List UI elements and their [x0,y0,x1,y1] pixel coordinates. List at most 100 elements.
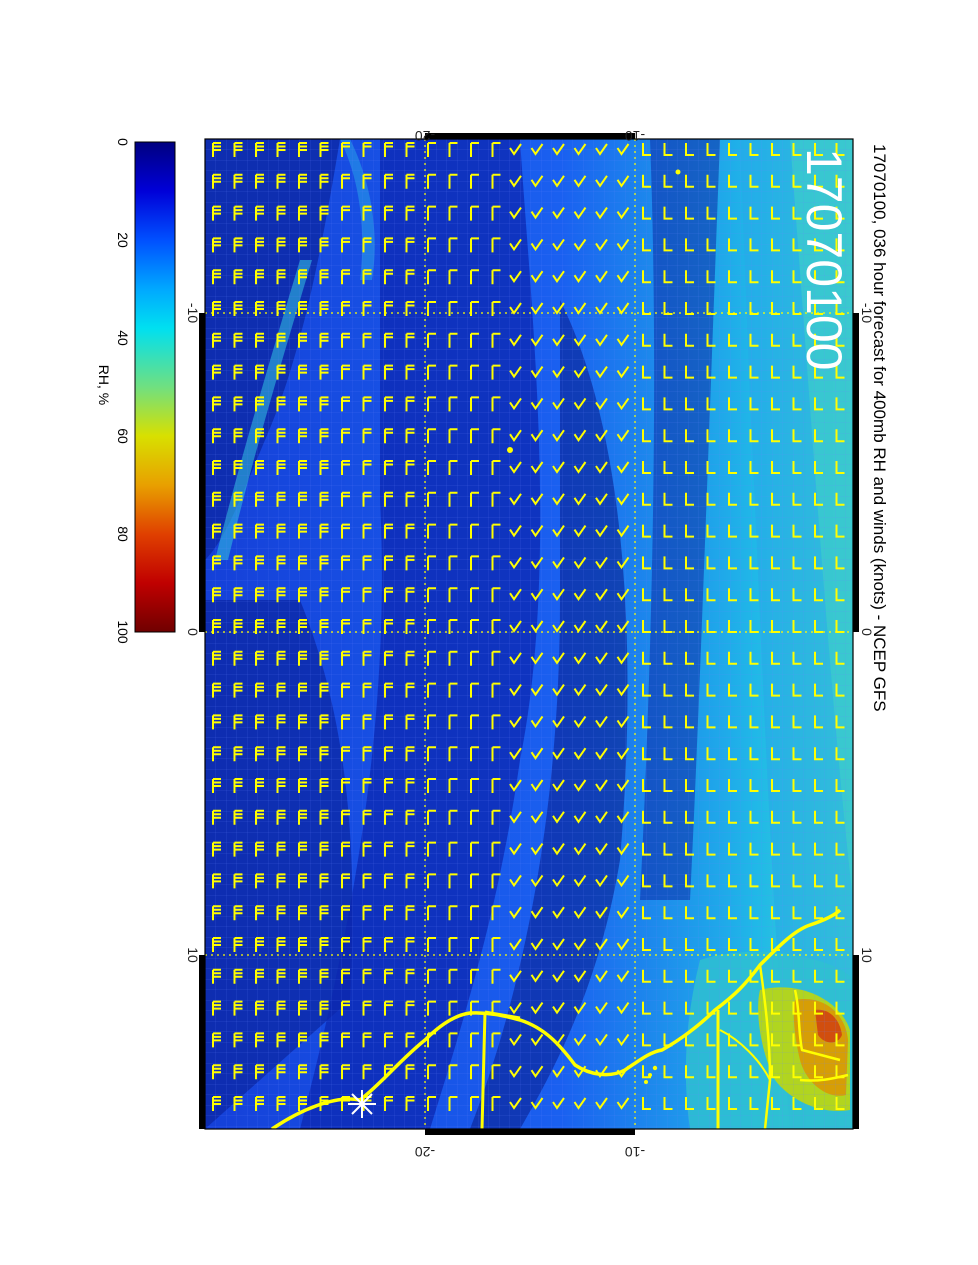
wind-barb [792,779,802,792]
right-tick-label: 10 [859,947,875,963]
wind-barb [595,906,608,919]
wind-barb [706,174,716,188]
wind-barb [427,491,436,507]
wind-barb [616,302,630,315]
wind-barb [319,905,329,921]
wind-barb [552,334,565,347]
wind-barb [814,874,823,888]
wind-barb [771,429,780,443]
wind-barb [233,396,243,412]
wind-barb [573,556,587,570]
wind-barb [552,397,565,411]
wind-barb [706,810,716,824]
wind-barb [362,619,372,634]
wind-barb [728,779,737,792]
wind-barb [835,779,845,792]
wind-barb [642,397,651,411]
wind-barb [663,779,673,792]
wind-barb [448,301,458,316]
wind-barb [470,555,479,571]
wind-barb [427,682,436,698]
wind-barb [233,968,243,984]
wind-barb [405,1000,415,1016]
wind-barb [530,620,544,633]
bottom-tick-label: -10 [625,1144,645,1160]
wind-barb [448,396,458,412]
wind-barb [814,1001,823,1015]
wind-barb [384,1096,393,1111]
wind-barb [642,556,651,570]
wind-barb [595,620,608,633]
wind-barb [233,841,243,857]
wind-barb [319,332,329,348]
wind-barb [276,205,286,221]
wind-barb [685,270,694,284]
wind-barb [685,683,694,697]
wind-barb [663,715,673,729]
colorbar-scale [134,141,176,633]
left-tick-label: 10 [185,947,201,963]
wind-barb [470,937,479,952]
wind-barb [319,619,329,634]
wind-barb [595,461,608,474]
wind-barb [298,905,307,921]
wind-barb [771,365,780,379]
wind-barb [427,269,436,285]
wind-barb [384,396,393,412]
wind-barb [427,142,436,157]
wind-barb [319,142,329,157]
wind-barb [552,429,565,442]
wind-barb [319,269,329,285]
bottom-tick-label: -20 [415,1144,435,1160]
wind-barb [509,556,522,570]
wind-barb [573,843,587,856]
wind-barb [341,491,350,507]
wind-barb [341,142,350,157]
wind-barb [792,397,802,411]
wind-barb [685,620,694,633]
wind-barb [595,270,608,283]
wind-barb [749,206,759,220]
wind-barb [814,333,823,347]
wind-barb [509,1033,522,1047]
wind-barb [792,524,802,538]
wind-barb [362,555,372,571]
wind-barb [642,1065,651,1079]
wind-barb [835,906,845,920]
wind-barb [595,302,608,315]
wind-barb [573,175,587,188]
wind-barb [530,175,544,188]
wind-barb [552,588,565,601]
wind-barb [509,429,522,442]
wind-barb [298,205,307,221]
wind-barb [642,620,651,633]
wind-barb [685,969,694,983]
wind-barb [728,238,737,252]
colorbar-tick-label: 100 [115,620,131,644]
wind-barb [448,205,458,221]
wind-barb [706,1065,716,1079]
wind-barb [685,206,694,220]
wind-barb [663,174,673,188]
wind-barb [384,237,393,253]
top-tick-label: -20 [415,128,435,144]
wind-barb [384,1000,393,1016]
wind-barb [728,1001,737,1015]
wind-barb [749,492,759,506]
wind-barb [685,333,694,347]
wind-barb [298,1032,307,1048]
wind-barb [298,428,307,444]
wind-barb [427,173,436,189]
wind-barb [792,842,802,856]
wind-barb [530,238,544,252]
wind-barb [663,397,673,411]
wind-barb [642,174,651,188]
wind-barb [212,1000,221,1016]
wind-barb [448,682,458,698]
wind-barb [663,1001,673,1015]
wind-barb [341,714,350,730]
wind-barb [771,1065,780,1079]
wind-barb [405,714,415,730]
wind-barb [470,905,479,921]
wind-barb [771,620,780,633]
